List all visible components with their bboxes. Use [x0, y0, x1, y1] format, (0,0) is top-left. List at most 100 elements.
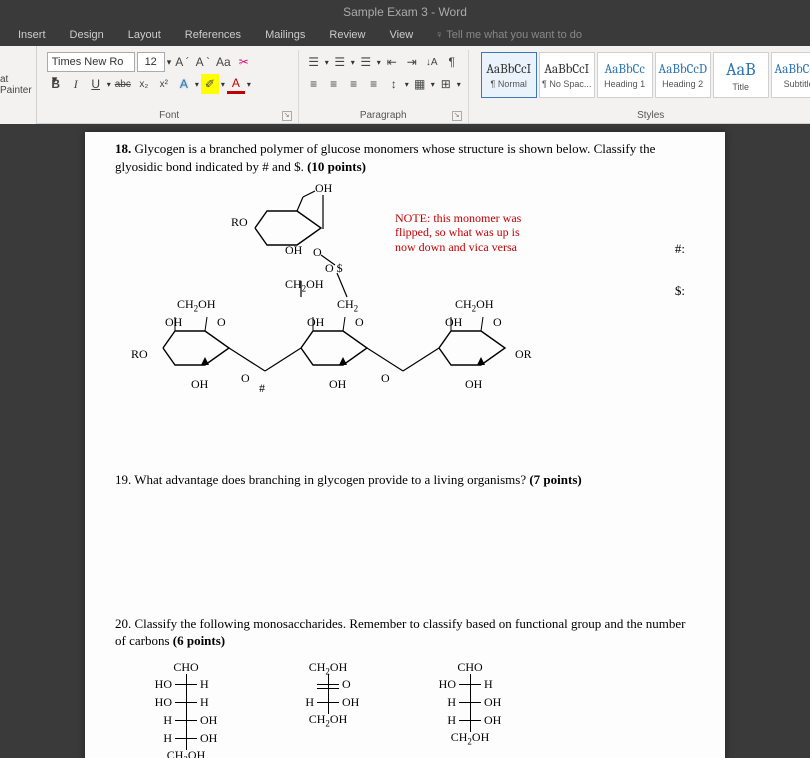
styles-group-label: Styles — [637, 110, 664, 121]
style-heading1[interactable]: AaBbCcHeading 1 — [597, 52, 653, 98]
superscript-button[interactable]: x² — [155, 74, 173, 94]
style-sample: AaB — [726, 59, 756, 80]
tell-me-text: Tell me what you want to do — [446, 29, 582, 41]
font-name-select[interactable]: Times New Ro ▾ — [47, 52, 135, 72]
tab-review[interactable]: Review — [317, 25, 377, 45]
f-l: H — [429, 695, 459, 710]
decrease-indent-button[interactable]: ⇤ — [383, 52, 401, 72]
tell-me-box[interactable]: ♀ Tell me what you want to do — [435, 29, 582, 41]
fig-label: CH2OH — [177, 297, 216, 313]
f-r: H — [197, 677, 227, 692]
answer-blanks: #: $: — [675, 241, 685, 299]
shading-button[interactable]: ▦ — [411, 74, 429, 94]
question-19-text: 19. What advantage does branching in gly… — [115, 471, 695, 489]
fig-label: O — [493, 315, 502, 330]
sort-button[interactable]: ↓A — [423, 52, 441, 72]
dollar-blank: $: — [675, 283, 685, 299]
bullets-button[interactable]: ☰ — [305, 52, 323, 72]
f-top: CHO — [173, 660, 198, 676]
justify-button[interactable]: ≡ — [365, 74, 383, 94]
paragraph-launcher-icon[interactable]: ↘ — [452, 111, 462, 121]
tab-references[interactable]: References — [173, 25, 253, 45]
tab-layout[interactable]: Layout — [116, 25, 173, 45]
note-text: NOTE: this monomer was flipped, so what … — [395, 211, 521, 254]
fig-label: RO — [131, 347, 148, 362]
underline-button[interactable]: U — [87, 74, 105, 94]
note-line: NOTE: this monomer was — [395, 211, 521, 225]
q19-body: 19. What advantage does branching in gly… — [115, 472, 529, 487]
f-top: CH2OH — [309, 660, 348, 676]
tab-insert[interactable]: Insert — [6, 25, 58, 45]
fig-label: OR — [515, 347, 532, 362]
f-r: OH — [197, 731, 227, 746]
style-sample: AaBbCcD — [658, 62, 707, 77]
q18-pts: (10 points) — [307, 159, 366, 174]
bold-button[interactable]: B — [47, 74, 65, 94]
font-color-button[interactable]: A — [227, 74, 245, 94]
font-launcher-icon[interactable]: ↘ — [282, 111, 292, 121]
fig-label: OH — [315, 181, 332, 196]
style-sample: AaBbCcD — [774, 62, 810, 77]
fig-label: # — [259, 381, 265, 396]
clipboard-group: at Painter — [0, 46, 37, 124]
sugar-ring-top — [255, 211, 321, 245]
multilevel-button[interactable]: ☰ — [357, 52, 375, 72]
note-line: now down and vica versa — [395, 240, 521, 254]
fig-label: O — [355, 315, 364, 330]
italic-button[interactable]: I — [67, 74, 85, 94]
grow-font-button[interactable]: A ´ — [173, 52, 191, 72]
style-sample: AaBbCcI — [486, 62, 531, 77]
fig-label: CH2OH — [285, 277, 324, 293]
style-title[interactable]: AaBTitle — [713, 52, 769, 98]
fig-label: O — [313, 245, 322, 260]
numbering-button[interactable]: ☰ — [331, 52, 349, 72]
f-l: HO — [429, 677, 459, 692]
increase-indent-button[interactable]: ⇥ — [403, 52, 421, 72]
tab-mailings[interactable]: Mailings — [253, 25, 317, 45]
style-nospacing[interactable]: AaBbCcI¶ No Spac... — [539, 52, 595, 98]
highlight-button[interactable]: ✐ — [201, 74, 219, 94]
document-scroll-area[interactable]: 18. Glycogen is a branched polymer of gl… — [0, 124, 810, 758]
sugar-ring-2 — [301, 331, 367, 365]
sugar-ring-1 — [163, 331, 229, 365]
align-center-button[interactable]: ≡ — [325, 74, 343, 94]
paragraph-group: ☰▾ ☰▾ ☰▾ ⇤ ⇥ ↓A ¶ ≡ ≡ ≡ ≡ ↕▾ ▦▾ ⊞▾ Parag… — [299, 50, 469, 123]
tab-design[interactable]: Design — [58, 25, 116, 45]
glycogen-structure-figure: OH RO OH O O $ CH2OH NOTE: this monomer … — [115, 181, 695, 431]
fig-label: O $ — [325, 261, 343, 276]
align-right-button[interactable]: ≡ — [345, 74, 363, 94]
q18-num: 18. — [115, 141, 131, 156]
f-l: H — [287, 695, 317, 710]
tab-view[interactable]: View — [378, 25, 426, 45]
font-name-text: Times New Ro — [52, 56, 124, 68]
line-spacing-button[interactable]: ↕ — [385, 74, 403, 94]
shrink-font-button[interactable]: A ˋ — [194, 52, 212, 72]
f-r: OH — [481, 713, 511, 728]
style-sample: AaBbCc — [604, 62, 644, 77]
question-20-text: 20. Classify the following monosaccharid… — [115, 615, 695, 650]
show-marks-button[interactable]: ¶ — [443, 52, 461, 72]
window-title: Sample Exam 3 - Word — [0, 0, 810, 24]
f-r: OH — [339, 695, 369, 710]
style-subtitle[interactable]: AaBbCcDSubtitle — [771, 52, 810, 98]
fig-label: OH — [165, 315, 182, 330]
clear-formatting-button[interactable]: ✂ — [235, 52, 253, 72]
style-heading2[interactable]: AaBbCcDHeading 2 — [655, 52, 711, 98]
style-normal[interactable]: AaBbCcI¶ Normal — [481, 52, 537, 98]
f-r: OH — [197, 713, 227, 728]
text-effects-button[interactable]: A — [175, 74, 193, 94]
f-bot: CH2OH — [167, 748, 206, 758]
subscript-button[interactable]: x₂ — [135, 74, 153, 94]
f-r: H — [197, 695, 227, 710]
strikethrough-button[interactable]: abc — [113, 74, 133, 94]
borders-button[interactable]: ⊞ — [437, 74, 455, 94]
f-l: HO — [145, 677, 175, 692]
change-case-button[interactable]: Aa — [214, 52, 233, 72]
sugar-ring-3 — [439, 331, 505, 365]
f-l: H — [145, 713, 175, 728]
f-bot: CH2OH — [451, 730, 490, 746]
font-size-select[interactable]: 12 — [137, 52, 165, 72]
align-left-button[interactable]: ≡ — [305, 74, 323, 94]
fischer-3: CHO HOH HOH HOH CH2OH — [429, 660, 511, 758]
fischer-projections: CHO HOH HOH HOH HOH CH2OH CH2OH O HOH CH… — [115, 660, 695, 758]
